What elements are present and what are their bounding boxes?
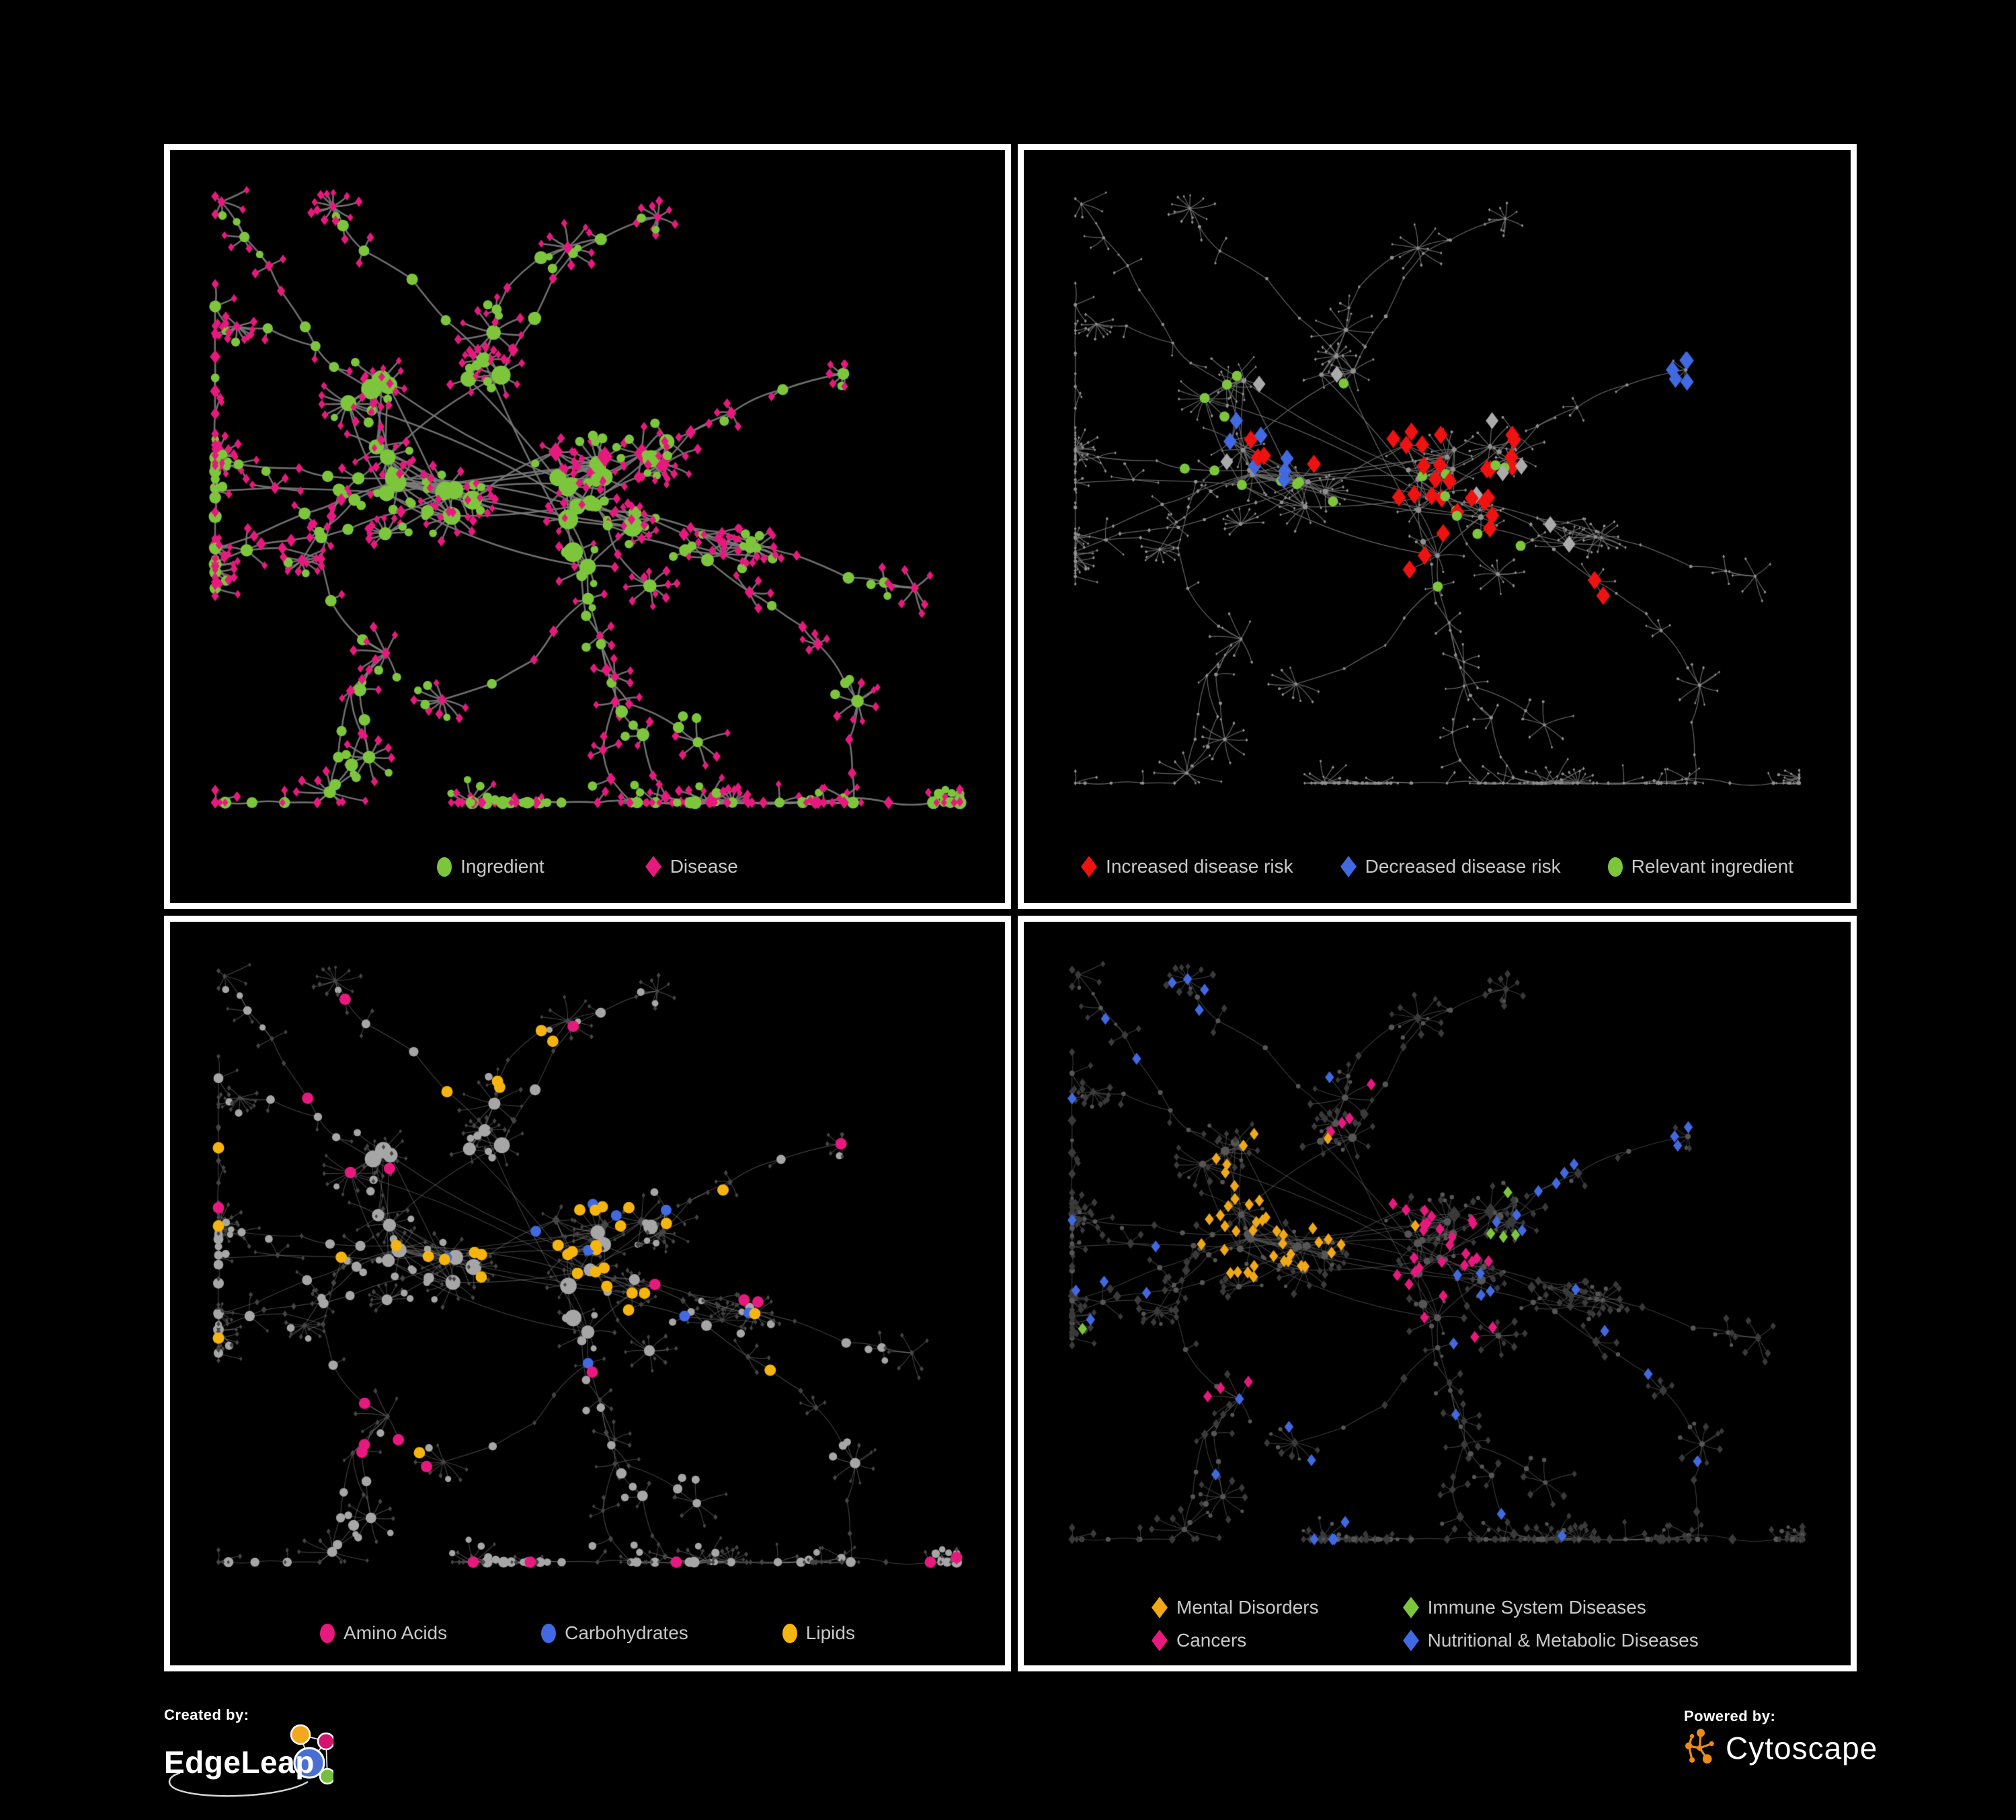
edgeleap-node-blue: [293, 1747, 325, 1779]
circle-swatch: [541, 1623, 557, 1643]
legend-item-ingredient: Ingredient: [437, 857, 545, 877]
legend-item-nutritional-metabolic-diseases: Nutritional & Metabolic Diseases: [1402, 1630, 1699, 1651]
network-graph-disease-risk: [1024, 150, 1851, 903]
panel-disease-classes-network: Mental Disorders Immune System Diseases Ca…: [1018, 916, 1857, 1671]
network-graph-ingredient-disease: [170, 150, 1005, 903]
created-by-label: Created by:: [164, 1706, 249, 1723]
cytoscape-wordmark: Cytoscape: [1726, 1731, 1878, 1766]
legend-disease-risk: Increased disease risk Decreased disease …: [1024, 856, 1851, 877]
cytoscape-glyph-nodes: [1685, 1729, 1714, 1764]
edgeleap-node-orange: [290, 1724, 311, 1745]
legend-label: Ingredient: [460, 856, 545, 877]
circle-swatch: [1607, 857, 1623, 877]
legend-label: Relevant ingredient: [1631, 856, 1793, 877]
circle-swatch: [782, 1623, 797, 1643]
panel-ingredient-disease-network: Ingredient Disease: [164, 144, 1011, 909]
legend-label: Mental Disorders: [1176, 1597, 1319, 1618]
edgeleap-node-green: [319, 1768, 336, 1785]
legend-label: Increased disease risk: [1106, 856, 1293, 877]
legend-label: Disease: [670, 856, 738, 877]
legend-item-immune-system-diseases: Immune System Diseases: [1402, 1597, 1699, 1618]
diamond-swatch: [1152, 1597, 1168, 1618]
cytoscape-logo: [1685, 1729, 1714, 1764]
legend-label: Decreased disease risk: [1365, 856, 1561, 877]
legend-item-mental-disorders: Mental Disorders: [1152, 1597, 1319, 1618]
edgeleap-logo: EdgeLeap: [164, 1724, 336, 1797]
legend-label: Cancers: [1176, 1630, 1247, 1651]
legend-label: Lipids: [805, 1622, 855, 1643]
panel-ingredient-classes-network: Amino Acids Carbohydrates Lipids: [164, 916, 1011, 1671]
legend-ingredient-disease: Ingredient Disease: [170, 856, 1005, 877]
diamond-swatch: [1081, 856, 1098, 877]
legend-item-increased-disease-risk: Increased disease risk: [1081, 856, 1293, 877]
edgeleap-wordmark: EdgeLeap: [164, 1745, 315, 1780]
legend-label: Immune System Diseases: [1427, 1597, 1646, 1618]
legend-item-decreased-disease-risk: Decreased disease risk: [1340, 856, 1561, 877]
legend-item-amino-acids: Amino Acids: [320, 1623, 447, 1643]
diamond-swatch: [1340, 856, 1357, 877]
diamond-swatch: [645, 856, 661, 877]
circle-swatch: [320, 1623, 335, 1643]
panel-disease-risk-network: Increased disease risk Decreased disease …: [1018, 144, 1857, 909]
legend-item-disease: Disease: [645, 856, 738, 877]
diamond-swatch: [1402, 1597, 1419, 1618]
legend-item-lipids: Lipids: [782, 1623, 855, 1643]
edgeleap-node-pink: [317, 1732, 335, 1751]
diamond-swatch: [1152, 1630, 1168, 1651]
created-by-credit: Created by: EdgeLeap: [164, 1706, 336, 1803]
legend-disease-classes: Mental Disorders Immune System Diseases Ca…: [1152, 1597, 1699, 1651]
powered-by-credit: Powered by:: [1684, 1708, 1878, 1768]
legend-label: Nutritional & Metabolic Diseases: [1427, 1630, 1699, 1651]
circle-swatch: [437, 857, 452, 877]
legend-item-cancers: Cancers: [1152, 1630, 1319, 1651]
legend-label: Carbohydrates: [565, 1622, 688, 1643]
diamond-swatch: [1402, 1630, 1419, 1651]
legend-item-carbohydrates: Carbohydrates: [541, 1623, 688, 1643]
legend-ingredient-classes: Amino Acids Carbohydrates Lipids: [170, 1623, 1005, 1643]
powered-by-label: Powered by:: [1684, 1708, 1776, 1725]
network-graph-ingredient-classes: [170, 922, 1005, 1665]
edgeleap-swoosh: [168, 1772, 309, 1797]
legend-item-relevant-ingredient: Relevant ingredient: [1607, 856, 1793, 877]
network-graph-disease-classes: [1024, 922, 1851, 1665]
legend-label: Amino Acids: [344, 1622, 448, 1643]
